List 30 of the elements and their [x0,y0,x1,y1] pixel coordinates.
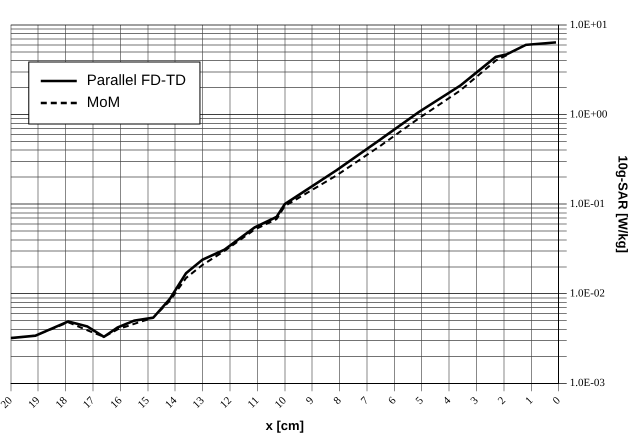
x-tick-label: 12 [218,394,234,411]
x-tick-label: 2 [496,394,508,408]
legend-label: MoM [86,94,120,112]
y-axis-title: 10g-SAR [W/kg] [616,155,631,253]
x-axis-title: x [cm] [266,418,304,433]
x-tick-label: 4 [440,394,454,408]
x-tick-label: 7 [358,394,372,408]
x-tick-label: 15 [136,394,152,411]
y-tick-label: 1.0E-01 [570,198,605,210]
x-tick-label: 3 [468,394,482,408]
x-tick-label: 8 [331,394,344,408]
y-tick-label: 1.0E-02 [570,288,605,300]
x-tick-label: 5 [414,394,426,408]
x-tick-label: 10 [272,394,290,411]
x-tick-label: 20 [0,394,16,411]
x-tick-label: 18 [53,394,70,411]
legend-label: Parallel FD-TD [86,72,186,90]
x-tick-label: 17 [80,394,98,411]
x-tick-label: 13 [190,394,208,411]
x-tick-label: 0 [550,394,564,408]
x-tick-label: 19 [26,394,43,411]
x-tick-label: 11 [246,394,262,411]
y-tick-label: 1.0E+00 [570,108,608,120]
x-tick-label: 14 [163,394,180,411]
x-tick-label: 1 [523,394,536,408]
x-tick-label: 16 [108,394,125,411]
y-tick-label: 1.0E+01 [570,18,608,31]
x-tick-label: 9 [304,394,317,408]
x-tick-label: 6 [386,394,399,408]
y-tick-label: 1.0E-03 [570,377,606,390]
